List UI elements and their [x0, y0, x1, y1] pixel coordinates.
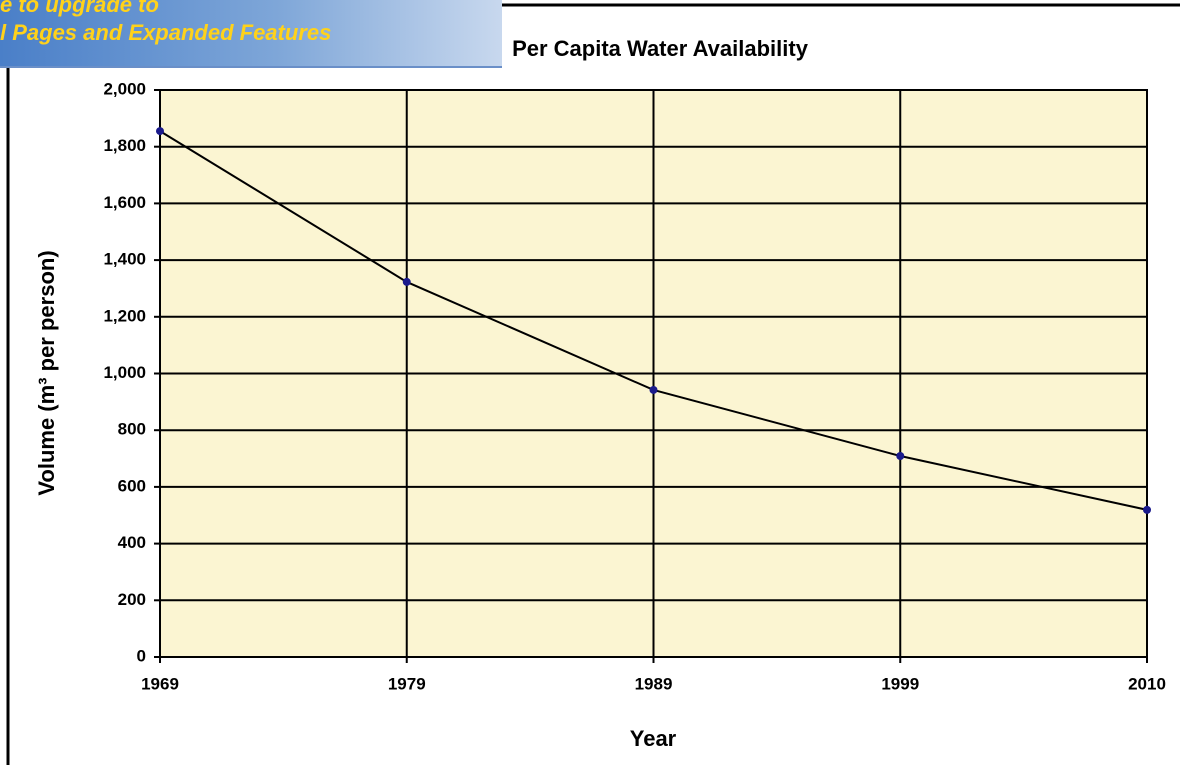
- y-tick-label: 0: [137, 646, 146, 665]
- banner-line[interactable]: e to upgrade to: [0, 0, 159, 17]
- y-tick-label: 400: [118, 533, 146, 552]
- x-tick-label: 2010: [1128, 674, 1166, 693]
- data-point: [402, 277, 411, 286]
- x-axis-label: Year: [630, 726, 677, 751]
- data-point: [1143, 505, 1151, 514]
- x-tick-label: 1999: [881, 674, 919, 693]
- upgrade-banner[interactable]: e to upgrade to l Pages and Expanded Fea…: [0, 0, 502, 68]
- y-axis-label: Volume (m³ per person): [34, 250, 59, 495]
- data-point: [896, 451, 905, 460]
- data-point: [156, 127, 164, 136]
- y-tick-label: 600: [118, 476, 146, 495]
- chart-title: Per Capita Water Availability: [512, 36, 809, 61]
- x-tick-label: 1979: [388, 674, 426, 693]
- x-tick-label: 1989: [635, 674, 673, 693]
- data-point: [649, 385, 658, 394]
- banner-line[interactable]: l Pages and Expanded Features: [0, 20, 332, 45]
- y-tick-label: 1,400: [103, 250, 146, 269]
- y-tick-label: 1,200: [103, 306, 146, 325]
- x-tick-label: 1969: [141, 674, 179, 693]
- y-tick-label: 1,600: [103, 193, 146, 212]
- y-tick-label: 1,800: [103, 136, 146, 155]
- y-tick-label: 800: [118, 420, 146, 439]
- y-tick-label: 1,000: [103, 363, 146, 382]
- y-tick-label: 2,000: [103, 79, 146, 98]
- y-tick-label: 200: [118, 590, 146, 609]
